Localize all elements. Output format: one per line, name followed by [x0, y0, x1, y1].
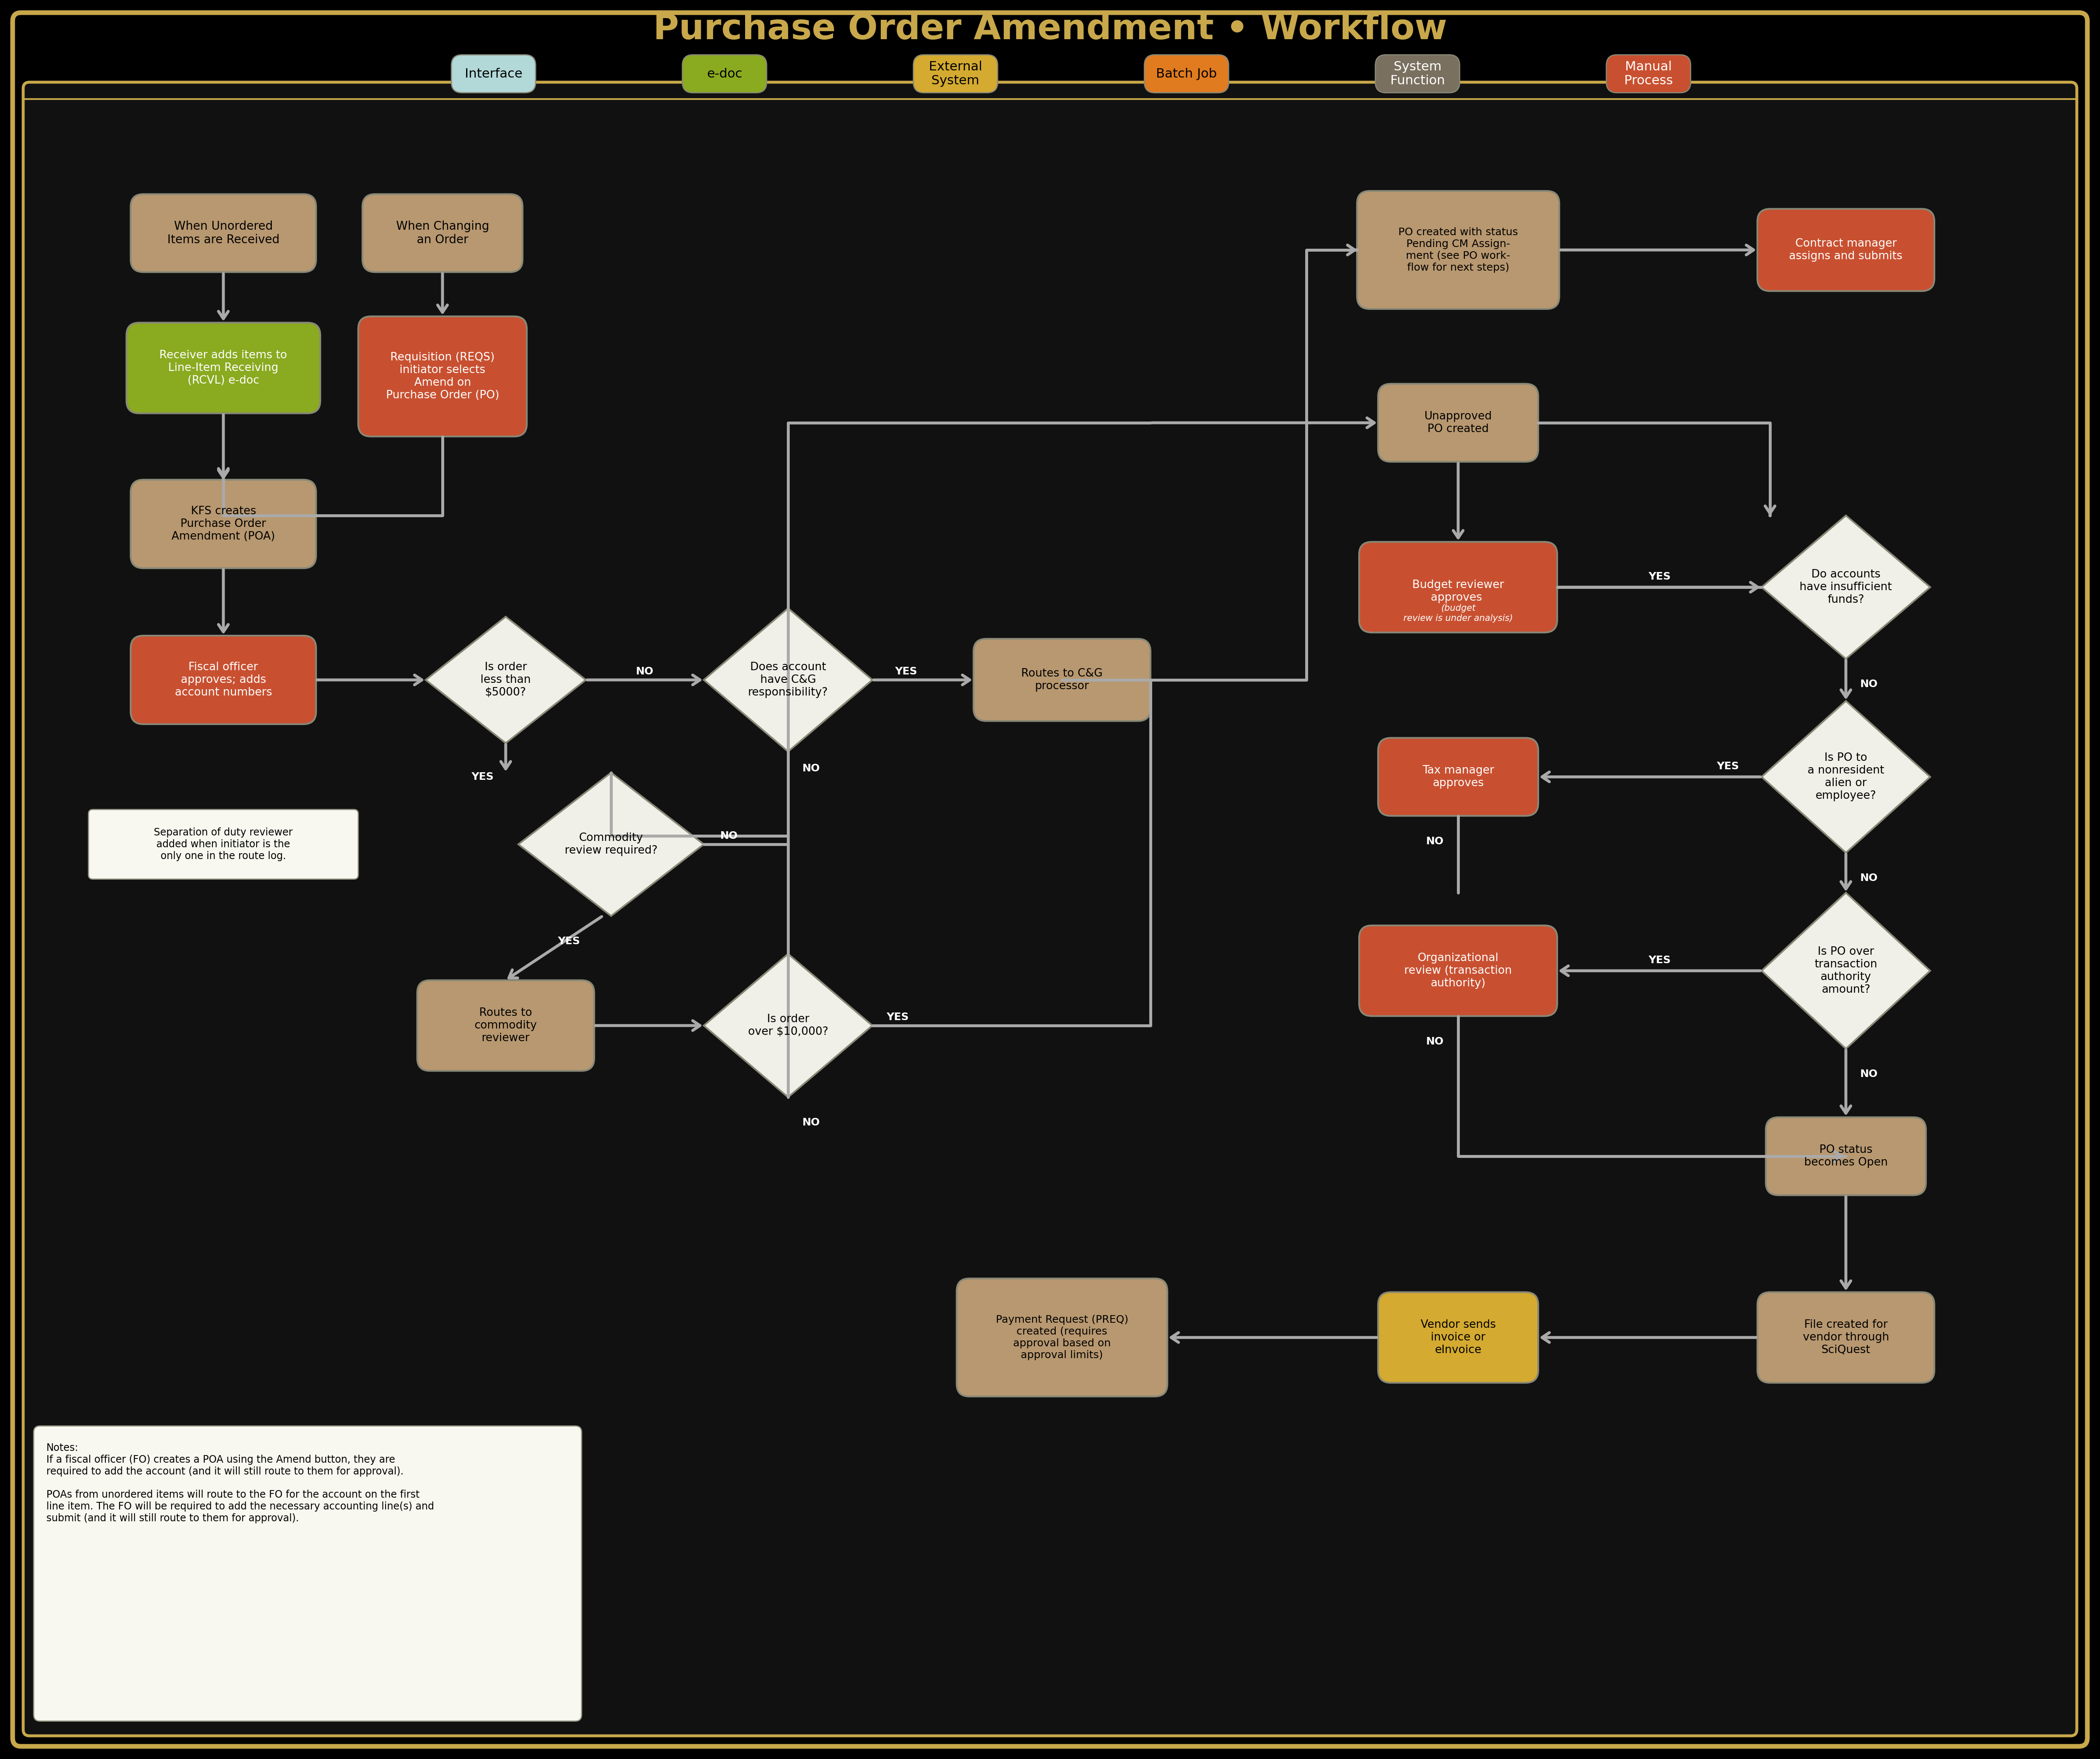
Text: File created for
vendor through
SciQuest: File created for vendor through SciQuest [1802, 1319, 1890, 1356]
Text: YES: YES [559, 936, 580, 946]
FancyBboxPatch shape [958, 1279, 1168, 1397]
FancyBboxPatch shape [1359, 925, 1558, 1017]
Text: When Unordered
Items are Received: When Unordered Items are Received [168, 220, 279, 246]
Text: Notes:
If a fiscal officer (FO) creates a POA using the Amend button, they are
r: Notes: If a fiscal officer (FO) creates … [46, 1442, 435, 1523]
Text: NO: NO [1426, 836, 1445, 846]
Text: System
Function: System Function [1390, 60, 1445, 86]
Text: External
System: External System [928, 60, 983, 86]
FancyBboxPatch shape [359, 317, 527, 436]
FancyBboxPatch shape [974, 639, 1151, 721]
FancyBboxPatch shape [914, 55, 997, 93]
FancyBboxPatch shape [1378, 1293, 1537, 1383]
Text: Budget reviewer
approves: Budget reviewer approves [1411, 579, 1504, 603]
FancyBboxPatch shape [130, 480, 317, 568]
Text: When Changing
an Order: When Changing an Order [397, 220, 489, 246]
FancyBboxPatch shape [452, 55, 536, 93]
Text: Requisition (REQS)
initiator selects
Amend on
Purchase Order (PO): Requisition (REQS) initiator selects Ame… [386, 352, 500, 401]
Text: Vendor sends
invoice or
eInvoice: Vendor sends invoice or eInvoice [1420, 1319, 1495, 1356]
Polygon shape [426, 617, 586, 742]
Text: Separation of duty reviewer
added when initiator is the
only one in the route lo: Separation of duty reviewer added when i… [153, 827, 292, 862]
Polygon shape [704, 609, 871, 751]
Text: Do accounts
have insufficient
funds?: Do accounts have insufficient funds? [1800, 570, 1892, 605]
FancyBboxPatch shape [130, 635, 317, 725]
Text: Unapproved
PO created: Unapproved PO created [1424, 412, 1491, 434]
Polygon shape [1762, 515, 1930, 660]
Text: Tax manager
approves: Tax manager approves [1422, 765, 1493, 788]
Text: YES: YES [1648, 572, 1672, 582]
FancyBboxPatch shape [13, 12, 2087, 1747]
Text: PO created with status
Pending CM Assign-
ment (see PO work-
flow for next steps: PO created with status Pending CM Assign… [1399, 227, 1518, 273]
Text: Is PO over
transaction
authority
amount?: Is PO over transaction authority amount? [1814, 946, 1877, 996]
Text: Fiscal officer
approves; adds
account numbers: Fiscal officer approves; adds account nu… [174, 661, 273, 698]
Text: Payment Request (PREQ)
created (requires
approval based on
approval limits): Payment Request (PREQ) created (requires… [995, 1314, 1128, 1360]
FancyBboxPatch shape [1144, 55, 1228, 93]
Text: e-doc: e-doc [708, 67, 741, 79]
Polygon shape [704, 953, 871, 1098]
FancyBboxPatch shape [682, 55, 766, 93]
FancyBboxPatch shape [1359, 542, 1558, 633]
FancyBboxPatch shape [1758, 209, 1934, 290]
FancyBboxPatch shape [23, 83, 2077, 1736]
Text: Receiver adds items to
Line-Item Receiving
(RCVL) e-doc: Receiver adds items to Line-Item Receivi… [160, 350, 288, 387]
Text: YES: YES [886, 1011, 909, 1022]
Text: YES: YES [895, 667, 918, 677]
FancyBboxPatch shape [1758, 1293, 1934, 1383]
Text: Is order
over $10,000?: Is order over $10,000? [748, 1013, 827, 1038]
Text: Commodity
review required?: Commodity review required? [565, 832, 657, 857]
FancyBboxPatch shape [34, 1427, 582, 1720]
FancyBboxPatch shape [1378, 737, 1537, 816]
Text: NO: NO [802, 1117, 821, 1128]
Polygon shape [519, 772, 704, 916]
Text: Is order
less than
$5000?: Is order less than $5000? [481, 661, 531, 698]
Text: Manual
Process: Manual Process [1623, 60, 1674, 86]
Text: NO: NO [1861, 872, 1877, 883]
Text: KFS creates
Purchase Order
Amendment (POA): KFS creates Purchase Order Amendment (PO… [172, 507, 275, 542]
Text: NO: NO [1861, 679, 1877, 690]
FancyBboxPatch shape [126, 322, 321, 413]
FancyBboxPatch shape [1606, 55, 1690, 93]
Text: Is PO to
a nonresident
alien or
employee?: Is PO to a nonresident alien or employee… [1808, 753, 1884, 802]
Text: Batch Job: Batch Job [1157, 67, 1216, 79]
FancyBboxPatch shape [363, 193, 523, 273]
Text: Contract manager
assigns and submits: Contract manager assigns and submits [1789, 237, 1903, 262]
Text: PO status
becomes Open: PO status becomes Open [1804, 1145, 1888, 1168]
Text: NO: NO [802, 763, 821, 774]
Polygon shape [1762, 894, 1930, 1048]
FancyBboxPatch shape [88, 809, 359, 880]
Text: YES: YES [470, 772, 493, 783]
Text: (budget
review is under analysis): (budget review is under analysis) [1403, 603, 1512, 623]
FancyBboxPatch shape [1766, 1117, 1926, 1194]
Text: NO: NO [636, 667, 653, 677]
Text: Routes to C&G
processor: Routes to C&G processor [1021, 668, 1102, 691]
Text: YES: YES [1716, 762, 1739, 772]
Text: NO: NO [720, 830, 737, 841]
FancyBboxPatch shape [1378, 383, 1537, 463]
Text: YES: YES [1648, 955, 1672, 966]
Text: Routes to
commodity
reviewer: Routes to commodity reviewer [475, 1008, 538, 1043]
Text: NO: NO [1861, 1069, 1877, 1078]
Text: NO: NO [1426, 1036, 1445, 1047]
FancyBboxPatch shape [1357, 192, 1560, 310]
Polygon shape [1762, 702, 1930, 853]
Text: Does account
have C&G
responsibility?: Does account have C&G responsibility? [748, 661, 827, 698]
FancyBboxPatch shape [130, 193, 317, 273]
FancyBboxPatch shape [1376, 55, 1460, 93]
FancyBboxPatch shape [418, 980, 594, 1071]
Text: Purchase Order Amendment • Workflow: Purchase Order Amendment • Workflow [653, 12, 1447, 46]
Text: Organizational
review (transaction
authority): Organizational review (transaction autho… [1405, 953, 1512, 989]
Text: Interface: Interface [464, 67, 523, 79]
